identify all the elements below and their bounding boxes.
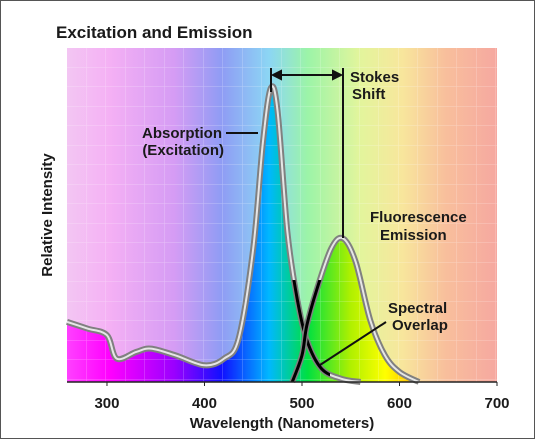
annotation: Shift <box>352 86 385 103</box>
y-axis-label: Relative Intensity <box>39 153 56 277</box>
grid <box>67 48 497 382</box>
overlap-curve <box>290 280 322 382</box>
x-tick-label: 600 <box>387 395 412 412</box>
x-tick-label: 500 <box>289 395 314 412</box>
x-axis-label: Wavelength (Nanometers) <box>190 415 374 432</box>
annotation: Fluorescence <box>370 209 467 226</box>
annotation: Spectral <box>388 300 447 317</box>
annotation: Stokes <box>350 69 399 86</box>
x-tick-label: 700 <box>484 395 509 412</box>
annotation: Absorption <box>142 125 222 142</box>
annotation-lines <box>226 68 387 366</box>
x-tick-label: 400 <box>192 395 217 412</box>
chart-title: Excitation and Emission <box>56 23 253 42</box>
annotation: Emission <box>380 227 447 244</box>
annotation: (Excitation) <box>142 142 224 159</box>
x-tick-label: 300 <box>94 395 119 412</box>
annotation: Overlap <box>392 317 448 334</box>
